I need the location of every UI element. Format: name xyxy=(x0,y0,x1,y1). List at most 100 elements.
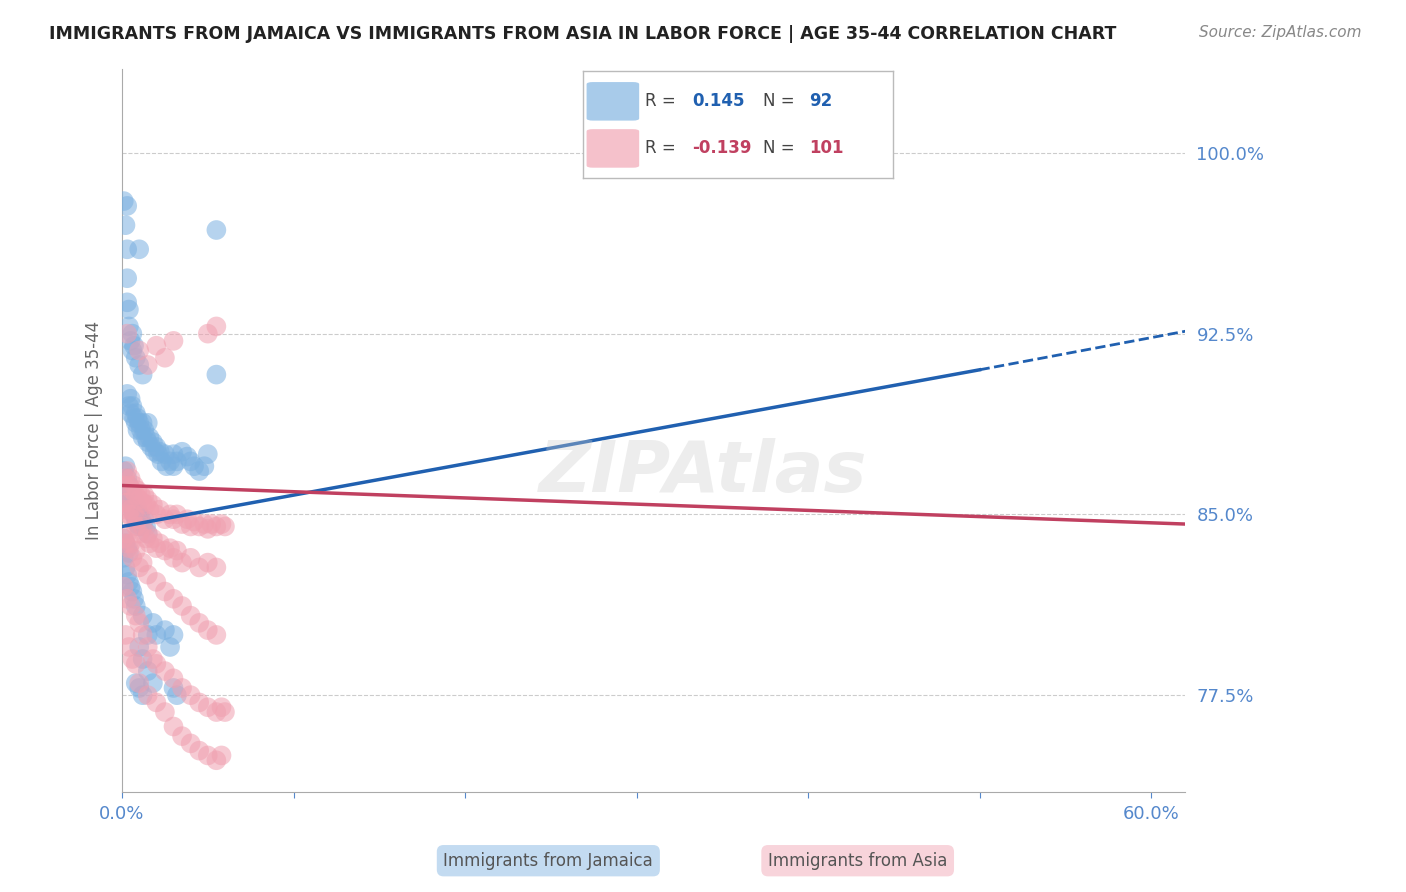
Point xyxy=(136,628,159,642)
Point xyxy=(125,416,148,430)
Point xyxy=(145,628,167,642)
Point xyxy=(115,541,138,556)
Point xyxy=(205,519,228,533)
Point xyxy=(141,440,163,454)
Point xyxy=(129,512,152,526)
Point xyxy=(128,526,150,541)
Point xyxy=(136,435,159,450)
Point xyxy=(118,541,141,556)
Point xyxy=(142,435,165,450)
Text: Immigrants from Asia: Immigrants from Asia xyxy=(768,852,948,870)
Point xyxy=(125,512,148,526)
Point xyxy=(153,512,176,526)
Point xyxy=(120,498,142,512)
FancyBboxPatch shape xyxy=(586,82,640,120)
Point xyxy=(146,447,169,461)
Point xyxy=(170,556,193,570)
Point xyxy=(129,488,152,502)
Point xyxy=(125,519,148,533)
Point xyxy=(125,406,148,420)
Point xyxy=(145,508,167,522)
Point xyxy=(120,334,142,348)
Point xyxy=(114,502,136,516)
Point xyxy=(121,343,143,358)
Point xyxy=(128,416,150,430)
Point xyxy=(112,464,135,478)
Point xyxy=(121,550,143,565)
Point xyxy=(142,676,165,690)
Point xyxy=(197,326,219,341)
Point xyxy=(127,483,149,498)
Point xyxy=(145,541,167,556)
Point xyxy=(142,498,165,512)
Point xyxy=(121,483,143,498)
Point xyxy=(115,471,138,485)
Text: -0.139: -0.139 xyxy=(692,139,751,157)
Point xyxy=(162,681,184,695)
Point xyxy=(197,556,219,570)
Point xyxy=(115,526,138,541)
Point xyxy=(166,508,188,522)
Point xyxy=(125,599,148,613)
Point xyxy=(128,615,150,630)
Point xyxy=(170,729,193,743)
Point xyxy=(115,488,138,502)
Point xyxy=(153,664,176,678)
Point xyxy=(136,492,159,507)
Point xyxy=(125,608,148,623)
Point xyxy=(125,657,148,671)
Text: N =: N = xyxy=(763,93,794,111)
Point xyxy=(138,430,160,444)
Point xyxy=(118,546,141,560)
Point xyxy=(188,519,211,533)
Point xyxy=(115,591,138,606)
Point xyxy=(131,368,153,382)
Point xyxy=(188,743,211,757)
Point xyxy=(170,599,193,613)
Point xyxy=(159,640,181,654)
Point xyxy=(112,532,135,546)
Point xyxy=(153,584,176,599)
Point xyxy=(197,447,219,461)
Point xyxy=(120,502,142,516)
Point xyxy=(170,681,193,695)
Point xyxy=(128,681,150,695)
Point xyxy=(145,574,167,589)
Point xyxy=(127,411,149,425)
Point xyxy=(162,591,184,606)
Point xyxy=(112,478,135,492)
Point xyxy=(200,517,222,532)
Point xyxy=(114,536,136,550)
Point xyxy=(114,471,136,485)
Point xyxy=(121,502,143,516)
Point xyxy=(211,517,233,532)
Point xyxy=(197,522,219,536)
Point xyxy=(197,623,219,637)
Point xyxy=(131,495,153,509)
Point xyxy=(176,512,198,526)
Point xyxy=(134,512,156,526)
Point xyxy=(136,526,159,541)
Text: 101: 101 xyxy=(810,139,844,157)
Point xyxy=(127,502,149,516)
Point xyxy=(180,688,202,702)
Point xyxy=(166,454,188,468)
Point xyxy=(145,339,167,353)
Point xyxy=(162,550,184,565)
Point xyxy=(205,705,228,719)
Point xyxy=(122,508,145,522)
Point xyxy=(166,543,188,558)
Point xyxy=(131,416,153,430)
Point xyxy=(153,623,176,637)
Point xyxy=(118,574,141,589)
Text: IMMIGRANTS FROM JAMAICA VS IMMIGRANTS FROM ASIA IN LABOR FORCE | AGE 35-44 CORRE: IMMIGRANTS FROM JAMAICA VS IMMIGRANTS FR… xyxy=(49,25,1116,43)
Point xyxy=(121,488,143,502)
Point xyxy=(131,628,153,642)
Point xyxy=(166,688,188,702)
Point xyxy=(188,464,211,478)
Point xyxy=(205,560,228,574)
Point xyxy=(114,218,136,232)
Point xyxy=(211,700,233,714)
Point xyxy=(135,519,157,533)
Point xyxy=(122,339,145,353)
